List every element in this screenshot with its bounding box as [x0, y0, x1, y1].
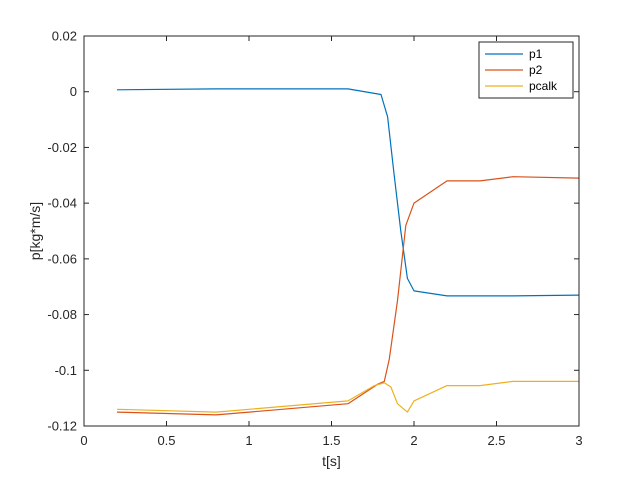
y-tick-label: -0.1 [55, 363, 77, 378]
y-tick-label: -0.06 [47, 251, 77, 266]
series-line-pcalk [116, 380, 579, 413]
legend-label-pcalk: pcalk [529, 79, 558, 93]
ticks-layer: 0 0.5 1 1.5 2 2.5 3 -0.12 -0.1 -0.08 -0.06 -0.04 -0.… [47, 29, 582, 449]
x-tick-label: 2 [410, 433, 417, 448]
series-layer [116, 88, 580, 416]
series-line-p2 [116, 176, 580, 416]
y-tick-label: -0.08 [47, 307, 77, 322]
y-tick-label: -0.04 [47, 196, 77, 211]
x-tick-label: 0.5 [157, 433, 175, 448]
plot-area [84, 36, 579, 426]
legend-label-p1: p1 [529, 47, 543, 61]
y-tick-label: 0 [70, 84, 77, 99]
series-line-p1 [116, 88, 580, 297]
y-axis-label: p[kg*m/s] [27, 202, 43, 260]
x-axis-label: t[s] [322, 453, 341, 469]
x-tick-label: 3 [575, 433, 582, 448]
x-tick-label: 2.5 [487, 433, 505, 448]
legend: p1 p2 pcalk [478, 41, 574, 99]
x-tick-label: 0 [80, 433, 87, 448]
x-tick-label: 1.5 [322, 433, 340, 448]
legend-label-p2: p2 [529, 63, 543, 77]
x-tick-label: 1 [245, 433, 252, 448]
y-tick-label: 0.02 [52, 29, 77, 44]
y-tick-label: -0.02 [47, 140, 77, 155]
y-tick-label: -0.12 [47, 419, 77, 434]
